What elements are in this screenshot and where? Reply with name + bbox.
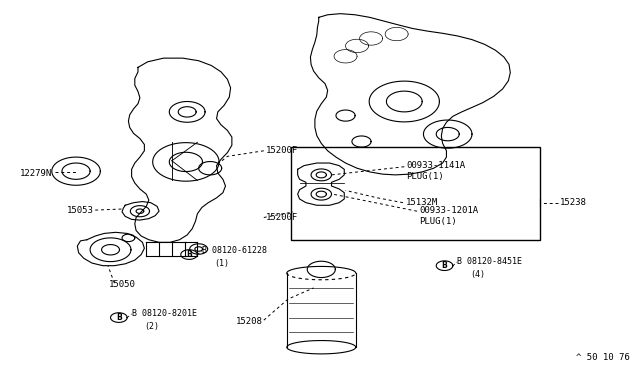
Text: B 08120-8451E: B 08120-8451E [458, 257, 522, 266]
Text: 15238: 15238 [559, 198, 586, 207]
Text: B 08120-8201E: B 08120-8201E [132, 310, 196, 318]
Text: 15200F: 15200F [266, 213, 298, 222]
Text: B: B [186, 250, 192, 259]
Text: (1): (1) [214, 259, 230, 268]
Text: 15200F: 15200F [266, 146, 298, 155]
Text: 15208: 15208 [236, 317, 262, 326]
Text: PLUG(1): PLUG(1) [419, 217, 456, 226]
Text: 15053: 15053 [67, 206, 93, 215]
Text: B: B [116, 313, 122, 322]
Text: PLUG(1): PLUG(1) [406, 172, 444, 181]
Text: 12279N: 12279N [20, 169, 52, 177]
Text: ^ 50 10 76: ^ 50 10 76 [576, 353, 630, 362]
Text: B: B [442, 261, 447, 270]
Text: 00933-1201A: 00933-1201A [419, 206, 478, 215]
Text: (4): (4) [470, 270, 485, 279]
Text: (2): (2) [145, 322, 159, 331]
Text: 15050: 15050 [109, 280, 136, 289]
Text: 00933-1141A: 00933-1141A [406, 161, 465, 170]
Text: B 08120-61228: B 08120-61228 [202, 246, 267, 255]
Text: 15132M: 15132M [406, 198, 438, 207]
Bar [291, 147, 540, 240]
